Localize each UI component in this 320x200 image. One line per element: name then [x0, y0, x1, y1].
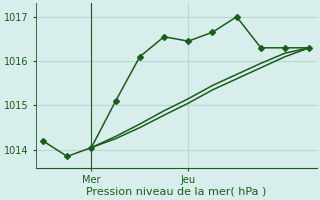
X-axis label: Pression niveau de la mer( hPa ): Pression niveau de la mer( hPa ) [86, 187, 266, 197]
